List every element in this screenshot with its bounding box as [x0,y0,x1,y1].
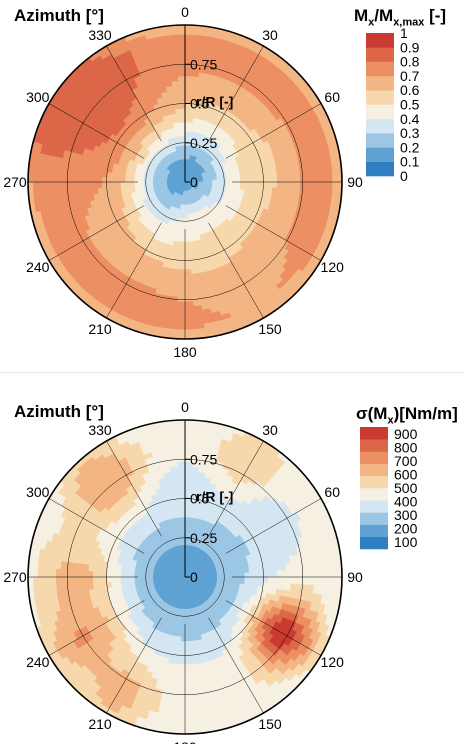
polar-chart-panel-sigma: Azimuth [°] σ(Mx)[Nm/m] 0 0.25 0.5 0.75 r/R … [0,372,464,744]
colorbar-title-main: M [354,6,369,25]
azimuth-tick-label: 90 [347,174,363,190]
colorbar-tick-label: 0.7 [400,68,420,84]
polar-plot-sigma: 00.250.50.75r/R [-]030609012015018021024… [3,399,417,744]
azimuth-title: Azimuth [°] [14,6,104,25]
colorbar-tick-label: 0.9 [400,39,420,55]
polar-chart-panel-mx: Azimuth [°] Mx/Mx,max [-] 0 0.25 0.5 0.75 r/… [3,4,446,360]
colorbar-title-slash: /M [374,6,394,25]
colorbar-segment [366,147,394,162]
azimuth-spoke [225,205,322,261]
colorbar-title-sigma: σ(M [356,404,388,423]
colorbar-segment [366,61,394,77]
colorbar-tick-label: 0.4 [400,111,420,127]
azimuth-spoke [48,205,145,261]
colorbar-segment [366,90,394,105]
polar-plot-mx: 0 0.25 0.5 0.75 r/R [-] 0 30 60 90 120 150 180 210 24… [3,4,420,360]
colorbar-title-sub: x [387,414,394,427]
azimuth-tick-label: 60 [324,89,340,105]
radial-tick-label: 0.5 [190,96,210,112]
colorbar-title: σ(Mx)[Nm/m] [356,404,458,426]
colorbar-tick-label: 0.6 [400,82,420,98]
colorbar-segment [366,161,394,177]
colorbar-tick-label: 0.1 [400,154,420,170]
colorbar-segment [366,118,394,134]
colorbar-tick-label: 0.8 [400,54,420,70]
colorbar-title-sub: x [368,16,375,29]
colorbar-segment [366,104,394,120]
azimuth-spoke [48,103,145,159]
contour-field [27,24,343,340]
azimuth-title: Azimuth [°] [14,402,104,421]
azimuth-tick-label: 300 [26,89,50,105]
colorbar-tick-label: 0.2 [400,139,420,155]
colorbar-title-unit: )[Nm/m] [393,404,458,423]
azimuth-spoke [208,45,264,142]
azimuth-tick-label: 0 [181,4,189,20]
azimuth-tick-label: 150 [258,321,282,337]
radial-axis-label: r/R [-] [196,94,233,110]
azimuth-tick-label: 30 [262,27,278,43]
colorbar-tick-label: 0.5 [400,97,420,113]
colorbar-title-sub2: x,max [393,16,425,29]
colorbar: 10.90.80.70.60.50.40.30.20.10 [366,25,420,184]
colorbar-title: Mx/Mx,max [-] [354,6,446,28]
azimuth-tick-label: 270 [3,174,27,190]
colorbar-tick-label: 0 [400,168,408,184]
colorbar-tick-label: 1 [400,25,408,41]
colorbar-segment [366,47,394,62]
azimuth-spoke [106,45,162,142]
colorbar-title-unit: [-] [424,6,447,25]
azimuth-tick-label: 330 [88,27,112,43]
azimuth-tick-label: 180 [173,344,197,360]
azimuth-spoke [225,103,322,159]
colorbar-tick-label: 0.3 [400,125,420,141]
radial-tick-label: 0 [190,174,198,190]
panel-divider [0,372,464,373]
azimuth-tick-label: 240 [26,259,50,275]
azimuth-spoke [208,222,264,319]
azimuth-tick-label: 210 [88,321,112,337]
colorbar-segment [366,75,394,91]
colorbar-segment [366,33,394,48]
azimuth-tick-label: 120 [321,259,345,275]
radial-tick-label: 0.25 [190,135,217,151]
radial-tick-label: 0.75 [190,56,217,72]
colorbar-segment [366,133,394,148]
azimuth-spoke [106,222,162,319]
